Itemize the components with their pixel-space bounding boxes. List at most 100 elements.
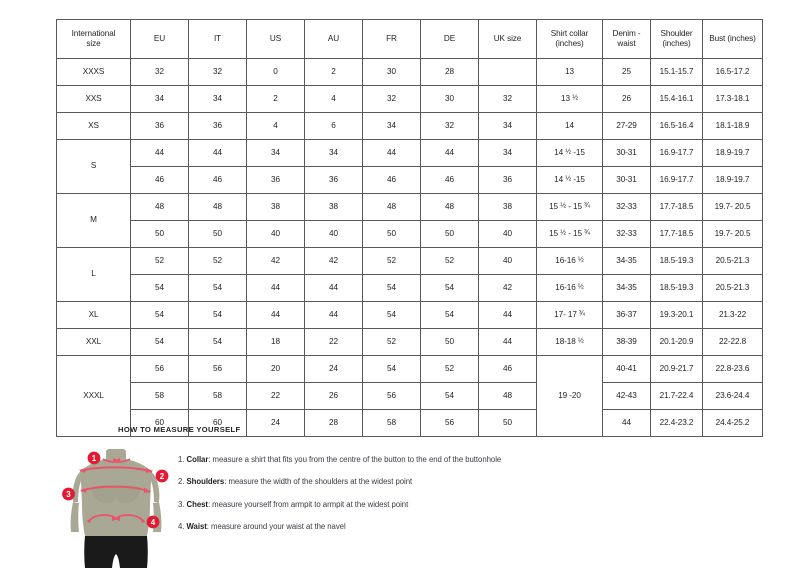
table-row: 50 50 40 40 50 50 40 15 ½ - 15 ¾ 32-33 17.7-18.5 1… <box>57 220 763 248</box>
cell-shoulder: 17.7-18.5 <box>650 220 703 248</box>
measure-step-3: 3. Chest: measure yourself from armpit t… <box>178 499 756 509</box>
cell-denim: 32-33 <box>602 193 651 221</box>
cell-fr: 46 <box>362 166 421 194</box>
cell-it: 52 <box>188 247 247 275</box>
cell-denim: 34-35 <box>602 247 651 275</box>
chest-shading <box>92 485 140 504</box>
cell-uk: 40 <box>478 220 537 248</box>
marker-1: 1 <box>87 451 101 465</box>
cell-collar: 14 ½ -15 <box>536 166 603 194</box>
cell-de: 30 <box>420 85 479 113</box>
cell-de: 44 <box>420 139 479 167</box>
cell-it: 34 <box>188 85 247 113</box>
marker-3-label: 3 <box>66 490 71 499</box>
column-header-it: IT <box>188 19 247 59</box>
cell-denim: 36-37 <box>602 301 651 329</box>
cell-it: 48 <box>188 193 247 221</box>
measure-step-label: Waist <box>186 521 207 531</box>
column-header-shirt-collar: Shirt collar (inches) <box>536 19 603 59</box>
cell-fr: 44 <box>362 139 421 167</box>
cell-au: 26 <box>304 382 363 410</box>
column-header-de: DE <box>420 19 479 59</box>
measure-step-text: : measure around your waist at the navel <box>206 521 346 531</box>
cell-denim: 27-29 <box>602 112 651 140</box>
cell-us: 42 <box>246 247 305 275</box>
cell-eu: 44 <box>130 139 189 167</box>
table-row: 54 54 44 44 54 54 42 16-16 ½ 34-35 18.5-19.3 20.5-… <box>57 274 763 302</box>
table-row: 60 60 24 28 58 56 50 44 22.4-23.2 24.4-25.2 <box>57 409 763 437</box>
table-header-row: International size EU IT US AU FR DE UK … <box>56 19 763 59</box>
cell-collar: 14 <box>536 112 603 140</box>
cell-de: 52 <box>420 247 479 275</box>
size-chart-table-wrapper: International size EU IT US AU FR DE UK … <box>56 19 763 437</box>
cell-collar: 15 ½ - 15 ¾ <box>536 193 603 221</box>
cell-it: 50 <box>188 220 247 248</box>
cell-collar: 14 ½ -15 <box>536 139 603 167</box>
waist-measure-arrow <box>89 514 143 521</box>
marker-3: 3 <box>62 487 75 501</box>
cell-it: 54 <box>188 301 247 329</box>
measure-step-number: 4. <box>178 521 187 531</box>
cell-shoulder: 21.7-22.4 <box>650 382 703 410</box>
cell-eu: 32 <box>130 58 189 86</box>
left-arm-shape <box>70 502 79 532</box>
cell-bust: 24.4-25.2 <box>702 409 763 437</box>
cell-au: 4 <box>304 85 363 113</box>
cell-uk: 50 <box>478 409 537 437</box>
cell-us: 22 <box>246 382 305 410</box>
measure-step-text: : measure the width of the shoulders at … <box>224 477 413 487</box>
cell-us: 38 <box>246 193 305 221</box>
cell-bust: 18.1-18.9 <box>702 112 763 140</box>
waist-arrow-heads <box>87 517 145 523</box>
cell-bust: 16.5-17.2 <box>702 58 763 86</box>
cell-uk: 36 <box>478 166 537 194</box>
cell-it: 60 <box>188 409 247 437</box>
cell-bust: 17.3-18.1 <box>702 85 763 113</box>
cell-international-size: XS <box>56 112 131 140</box>
cell-international-size: S <box>56 139 131 194</box>
cell-eu: 36 <box>130 112 189 140</box>
cell-de: 54 <box>420 382 479 410</box>
cell-us: 44 <box>246 301 305 329</box>
cell-shoulder: 22.4-23.2 <box>650 409 703 437</box>
shorts-shape <box>84 536 148 568</box>
cell-denim: 42-43 <box>602 382 651 410</box>
column-header-fr: FR <box>362 19 421 59</box>
cell-uk: 32 <box>478 85 537 113</box>
cell-international-size: XXXS <box>56 58 131 86</box>
cell-eu: 54 <box>130 328 189 356</box>
cell-bust: 22.8-23.6 <box>702 355 763 383</box>
measure-step-label: Chest <box>186 499 208 509</box>
cell-fr: 52 <box>362 328 421 356</box>
cell-us: 44 <box>246 274 305 302</box>
size-chart-table: International size EU IT US AU FR DE UK … <box>56 19 763 437</box>
cell-eu: 48 <box>130 193 189 221</box>
cell-de: 50 <box>420 328 479 356</box>
cell-bust: 20.5-21.3 <box>702 247 763 275</box>
cell-eu: 52 <box>130 247 189 275</box>
cell-collar: 18-18 ½ <box>536 328 603 356</box>
table-row: M 48 48 38 38 48 48 38 15 ½ - 15 ¾ 32-33 17.7-18.5… <box>56 193 763 248</box>
column-header-au: AU <box>304 19 363 59</box>
cell-collar: 16-16 ½ <box>536 247 603 275</box>
table-row: XXL 54 54 18 22 52 50 44 18-18 ½ 38-39 20.1-20.9 22… <box>56 328 763 356</box>
cell-it: 46 <box>188 166 247 194</box>
cell-uk: 34 <box>478 112 537 140</box>
measure-step-label: Collar <box>186 455 209 464</box>
cell-us: 18 <box>246 328 305 356</box>
cell-it: 44 <box>188 139 247 167</box>
cell-shoulder: 16.9-17.7 <box>650 166 703 194</box>
collar-measure-arrow <box>102 458 131 463</box>
cell-denim: 25 <box>602 58 651 86</box>
cell-denim: 32-33 <box>602 220 651 248</box>
measure-step-2: 2. Shoulders: measure the width of the s… <box>178 478 756 486</box>
cell-au: 40 <box>304 220 363 248</box>
cell-de: 48 <box>420 193 479 221</box>
neck-shape <box>106 449 126 462</box>
shoulders-arrow-heads <box>79 468 153 473</box>
cell-de: 32 <box>420 112 479 140</box>
table-row: XXXS 32 32 0 2 30 28 13 25 15.1-15.7 16.5-17.2 <box>56 58 763 86</box>
cell-au: 34 <box>304 139 363 167</box>
cell-uk: 40 <box>478 247 537 275</box>
how-to-measure-section: HOW TO MEASURE YOURSELF <box>56 425 756 572</box>
